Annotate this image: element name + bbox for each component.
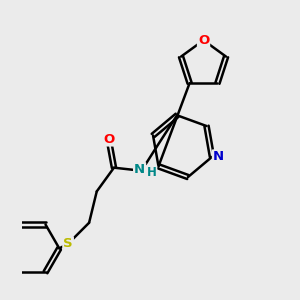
Text: O: O <box>104 133 115 146</box>
Text: H: H <box>146 166 156 179</box>
Text: N: N <box>134 163 145 176</box>
Text: S: S <box>63 237 73 250</box>
Text: N: N <box>213 150 224 164</box>
Text: O: O <box>198 34 209 47</box>
